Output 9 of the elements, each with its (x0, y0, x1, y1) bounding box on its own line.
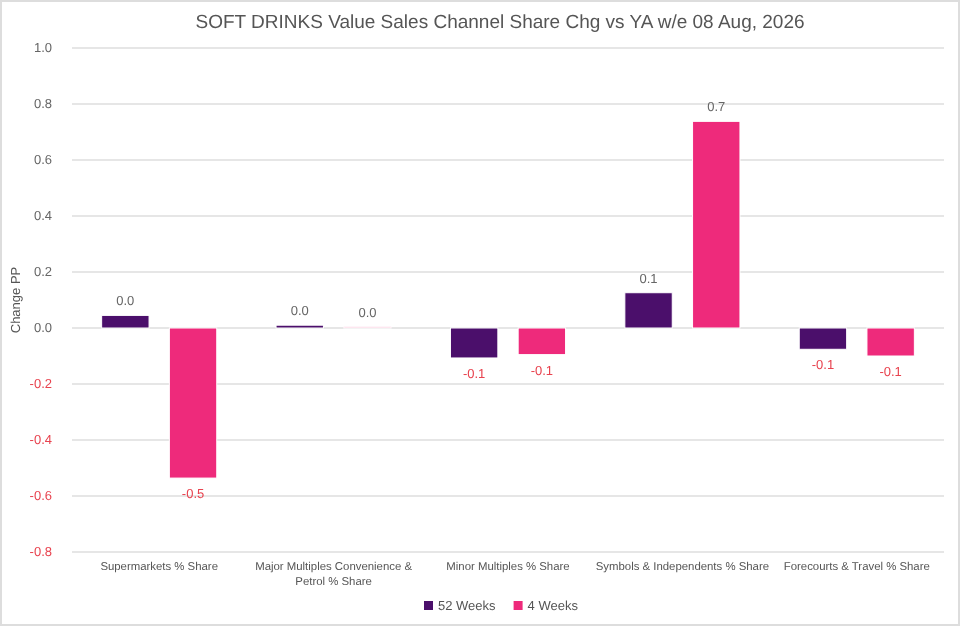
bar (101, 314, 150, 329)
bar (168, 327, 218, 479)
bar (624, 292, 673, 329)
bar (692, 120, 741, 329)
bar (449, 327, 499, 359)
bar (866, 327, 915, 357)
bar (517, 327, 567, 356)
bar (798, 327, 848, 350)
chart-title: SOFT DRINKS Value Sales Channel Share Chg vs YA w/e 08 Aug, 2026 (195, 12, 805, 34)
